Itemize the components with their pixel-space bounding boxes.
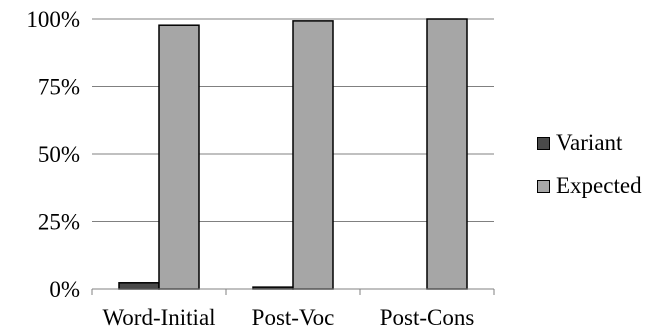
x-tick-label: Post-Voc xyxy=(252,305,335,330)
legend-label-variant: Variant xyxy=(556,130,623,155)
y-tick-label: 50% xyxy=(38,142,80,167)
x-axis-tick-labels: Word-Initial Post-Voc Post-Cons xyxy=(102,305,474,330)
legend: Variant Expected xyxy=(537,128,642,214)
y-tick-label: 0% xyxy=(49,277,80,302)
y-tick-label: 75% xyxy=(38,75,80,100)
bar-expected-2 xyxy=(426,18,468,290)
x-tick-label: Word-Initial xyxy=(102,305,215,330)
y-tick-label: 100% xyxy=(26,7,80,32)
x-tick-label: Post-Cons xyxy=(380,305,475,330)
x-axis-ticks xyxy=(91,289,495,295)
legend-label-expected: Expected xyxy=(556,173,642,198)
legend-swatch-expected xyxy=(537,179,550,193)
bars xyxy=(118,18,468,290)
legend-item-variant: Variant xyxy=(537,128,642,158)
legend-swatch-variant xyxy=(537,136,550,150)
bar-expected-1 xyxy=(292,20,334,290)
y-axis-tick-labels: 0% 25% 50% 75% 100% xyxy=(26,7,80,302)
bar-variant-0 xyxy=(118,282,160,290)
bar-expected-0 xyxy=(158,24,200,290)
y-tick-label: 25% xyxy=(38,210,80,235)
legend-item-expected: Expected xyxy=(537,171,642,201)
